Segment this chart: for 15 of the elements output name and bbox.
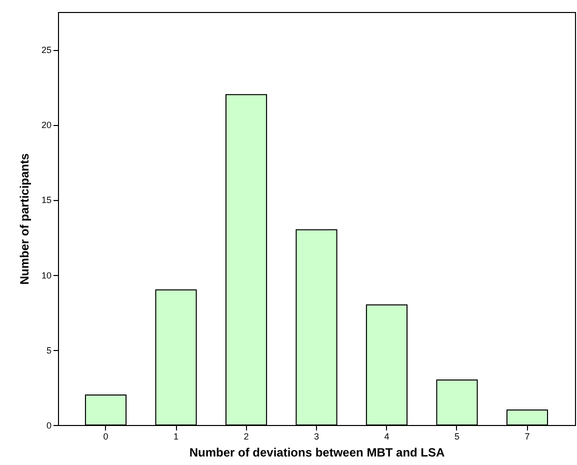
x-tick-label: 3 (314, 432, 320, 442)
x-tick-label: 2 (244, 432, 249, 442)
y-tick-label: 0 (46, 420, 52, 430)
y-tick-label: 5 (46, 345, 52, 356)
y-tick-label: 15 (41, 195, 52, 206)
y-tick-label: 25 (41, 45, 52, 56)
x-tick-label: 1 (174, 432, 179, 442)
x-tick-label: 4 (384, 432, 390, 442)
y-axis-title: Number of participants (17, 153, 32, 285)
y-tick-label: 20 (41, 120, 52, 130)
x-tick-label: 5 (454, 432, 460, 442)
x-axis-title: Number of deviations between MBT and LSA (189, 446, 446, 460)
y-tick-label: 10 (41, 270, 52, 280)
x-tick-label: 0 (103, 432, 108, 442)
x-tick-label: 7 (524, 432, 530, 442)
